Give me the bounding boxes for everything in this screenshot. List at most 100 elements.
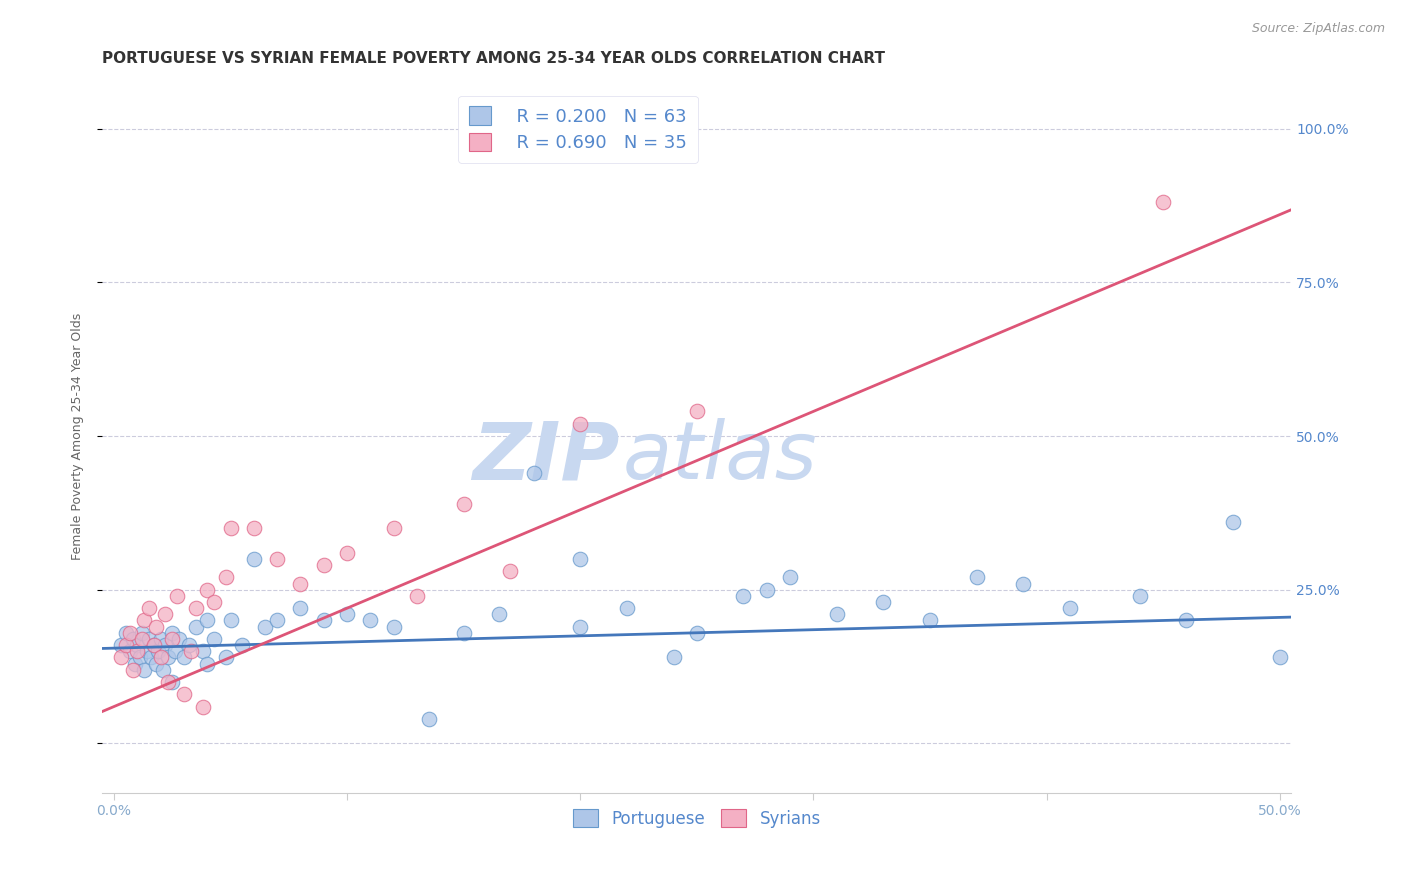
Point xyxy=(173,650,195,665)
Point xyxy=(142,638,165,652)
Point xyxy=(231,638,253,652)
Point xyxy=(733,589,755,603)
Point xyxy=(418,712,440,726)
Point xyxy=(134,663,156,677)
Point xyxy=(128,650,150,665)
Point xyxy=(134,614,156,628)
Point xyxy=(872,595,894,609)
Point xyxy=(499,564,522,578)
Point xyxy=(825,607,848,622)
Point xyxy=(120,644,142,658)
Point xyxy=(202,595,225,609)
Point xyxy=(141,650,163,665)
Point xyxy=(121,632,143,646)
Text: ZIP: ZIP xyxy=(472,418,620,497)
Point xyxy=(569,619,592,633)
Text: PORTUGUESE VS SYRIAN FEMALE POVERTY AMONG 25-34 YEAR OLDS CORRELATION CHART: PORTUGUESE VS SYRIAN FEMALE POVERTY AMON… xyxy=(103,51,886,66)
Point xyxy=(184,619,207,633)
Point xyxy=(142,638,165,652)
Point xyxy=(290,601,312,615)
Point xyxy=(359,614,381,628)
Point xyxy=(131,625,153,640)
Point xyxy=(124,657,146,671)
Point xyxy=(266,552,288,566)
Point xyxy=(110,650,132,665)
Point xyxy=(779,570,801,584)
Point xyxy=(1175,614,1198,628)
Point xyxy=(152,663,174,677)
Point xyxy=(215,570,238,584)
Point xyxy=(453,625,475,640)
Legend: Portuguese, Syrians: Portuguese, Syrians xyxy=(567,803,828,834)
Point xyxy=(382,521,405,535)
Point xyxy=(131,632,153,646)
Point xyxy=(254,619,277,633)
Point xyxy=(138,632,160,646)
Point xyxy=(1129,589,1152,603)
Point xyxy=(382,619,405,633)
Text: atlas: atlas xyxy=(623,418,818,497)
Point xyxy=(918,614,941,628)
Point xyxy=(453,497,475,511)
Point xyxy=(202,632,225,646)
Point xyxy=(569,552,592,566)
Point xyxy=(966,570,988,584)
Point xyxy=(312,614,335,628)
Point xyxy=(121,663,143,677)
Point xyxy=(195,657,218,671)
Point xyxy=(616,601,638,615)
Point xyxy=(1222,515,1244,529)
Point xyxy=(336,607,359,622)
Point xyxy=(145,657,167,671)
Point xyxy=(488,607,510,622)
Point xyxy=(336,546,359,560)
Point xyxy=(569,417,592,431)
Point xyxy=(162,675,184,690)
Point xyxy=(114,638,136,652)
Point xyxy=(167,632,190,646)
Point xyxy=(195,614,218,628)
Point xyxy=(166,589,188,603)
Point xyxy=(290,576,312,591)
Point xyxy=(219,521,242,535)
Point xyxy=(195,582,218,597)
Point xyxy=(191,644,214,658)
Point xyxy=(266,614,288,628)
Point xyxy=(110,638,132,652)
Point xyxy=(191,699,214,714)
Point xyxy=(686,625,709,640)
Point xyxy=(184,601,207,615)
Point xyxy=(155,607,177,622)
Point xyxy=(523,466,546,480)
Point xyxy=(149,632,172,646)
Point xyxy=(219,614,242,628)
Point xyxy=(177,638,200,652)
Point xyxy=(406,589,429,603)
Point xyxy=(135,644,157,658)
Y-axis label: Female Poverty Among 25-34 Year Olds: Female Poverty Among 25-34 Year Olds xyxy=(72,312,84,559)
Point xyxy=(173,687,195,701)
Point xyxy=(155,638,177,652)
Point xyxy=(127,638,149,652)
Point xyxy=(127,644,149,658)
Point xyxy=(755,582,778,597)
Point xyxy=(162,625,184,640)
Point xyxy=(312,558,335,573)
Point xyxy=(148,644,170,658)
Point xyxy=(163,644,186,658)
Point xyxy=(180,644,202,658)
Point xyxy=(1012,576,1035,591)
Point xyxy=(1268,650,1291,665)
Point xyxy=(156,675,179,690)
Point xyxy=(1059,601,1081,615)
Text: Source: ZipAtlas.com: Source: ZipAtlas.com xyxy=(1251,22,1385,36)
Point xyxy=(145,619,167,633)
Point xyxy=(156,650,179,665)
Point xyxy=(162,632,184,646)
Point xyxy=(138,601,160,615)
Point xyxy=(1152,195,1174,210)
Point xyxy=(114,625,136,640)
Point xyxy=(215,650,238,665)
Point xyxy=(243,521,266,535)
Point xyxy=(662,650,685,665)
